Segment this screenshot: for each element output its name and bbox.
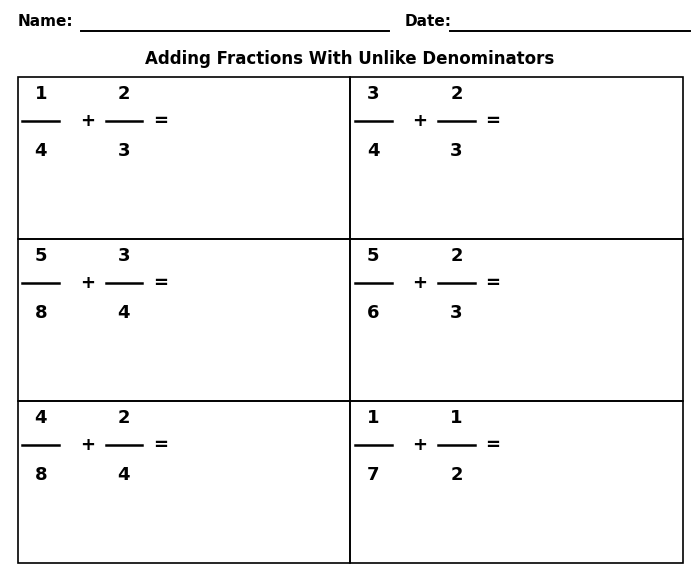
- Text: 2: 2: [118, 85, 130, 103]
- Text: 2: 2: [450, 466, 463, 484]
- Text: 2: 2: [450, 85, 463, 103]
- Text: 4: 4: [118, 304, 130, 322]
- Text: 4: 4: [34, 409, 47, 427]
- Text: +: +: [412, 112, 427, 130]
- Text: 4: 4: [367, 142, 379, 160]
- Text: 8: 8: [34, 466, 47, 484]
- Text: 5: 5: [367, 247, 379, 265]
- Text: 1: 1: [34, 85, 47, 103]
- Text: Name:: Name:: [18, 14, 73, 29]
- Text: 3: 3: [367, 85, 379, 103]
- Text: =: =: [486, 274, 500, 292]
- Text: 8: 8: [34, 304, 47, 322]
- Text: 3: 3: [450, 304, 463, 322]
- Text: +: +: [80, 274, 94, 292]
- Text: =: =: [153, 274, 168, 292]
- Text: 3: 3: [118, 247, 130, 265]
- Text: 4: 4: [118, 466, 130, 484]
- Text: =: =: [153, 112, 168, 130]
- Text: =: =: [486, 436, 500, 454]
- Text: 6: 6: [367, 304, 379, 322]
- Text: 2: 2: [118, 409, 130, 427]
- Text: 1: 1: [367, 409, 379, 427]
- Text: +: +: [412, 436, 427, 454]
- Text: +: +: [412, 274, 427, 292]
- Text: 2: 2: [450, 247, 463, 265]
- Text: Adding Fractions With Unlike Denominators: Adding Fractions With Unlike Denominator…: [146, 50, 554, 68]
- Text: Date:: Date:: [405, 14, 452, 29]
- Text: +: +: [80, 112, 94, 130]
- Text: =: =: [486, 112, 500, 130]
- Text: 1: 1: [450, 409, 463, 427]
- Text: 5: 5: [34, 247, 47, 265]
- Text: 3: 3: [450, 142, 463, 160]
- Text: +: +: [80, 436, 94, 454]
- Text: 7: 7: [367, 466, 379, 484]
- Text: 4: 4: [34, 142, 47, 160]
- Text: 3: 3: [118, 142, 130, 160]
- Text: =: =: [153, 436, 168, 454]
